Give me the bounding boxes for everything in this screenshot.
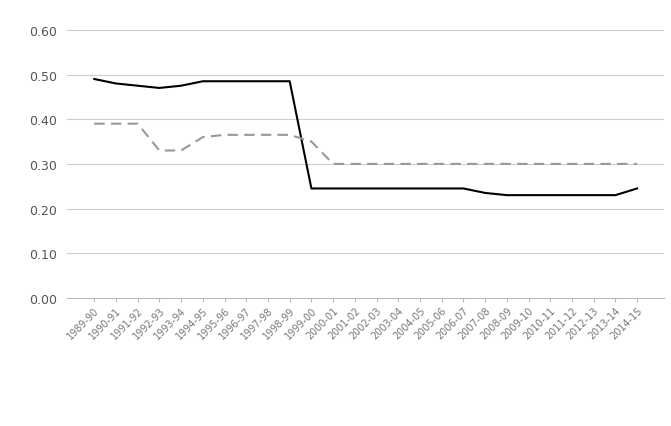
personal tax rate — [221, 80, 229, 85]
company tax rate — [590, 162, 598, 167]
personal tax rate — [611, 193, 619, 198]
personal tax rate — [199, 80, 207, 85]
personal tax rate — [568, 193, 576, 198]
company tax rate — [460, 162, 468, 167]
personal tax rate — [307, 187, 315, 192]
company tax rate — [416, 162, 424, 167]
personal tax rate — [460, 187, 468, 192]
personal tax rate — [329, 187, 337, 192]
company tax rate — [503, 162, 511, 167]
Line: company tax rate: company tax rate — [94, 124, 637, 164]
personal tax rate — [546, 193, 554, 198]
company tax rate — [307, 140, 315, 145]
personal tax rate — [437, 187, 446, 192]
personal tax rate — [590, 193, 598, 198]
company tax rate — [242, 133, 250, 138]
company tax rate — [351, 162, 359, 167]
company tax rate — [134, 122, 142, 127]
company tax rate — [546, 162, 554, 167]
personal tax rate — [481, 191, 489, 196]
company tax rate — [286, 133, 294, 138]
company tax rate — [481, 162, 489, 167]
personal tax rate — [242, 80, 250, 85]
company tax rate — [221, 133, 229, 138]
personal tax rate — [416, 187, 424, 192]
company tax rate — [633, 162, 641, 167]
personal tax rate — [177, 84, 185, 89]
personal tax rate — [395, 187, 403, 192]
personal tax rate — [372, 187, 380, 192]
personal tax rate — [286, 80, 294, 85]
company tax rate — [568, 162, 576, 167]
company tax rate — [611, 162, 619, 167]
personal tax rate — [112, 82, 120, 87]
company tax rate — [525, 162, 533, 167]
personal tax rate — [351, 187, 359, 192]
personal tax rate — [633, 187, 641, 192]
company tax rate — [90, 122, 98, 127]
company tax rate — [372, 162, 380, 167]
company tax rate — [264, 133, 272, 138]
company tax rate — [329, 162, 337, 167]
company tax rate — [112, 122, 120, 127]
company tax rate — [395, 162, 403, 167]
company tax rate — [177, 149, 185, 154]
personal tax rate — [525, 193, 533, 198]
Line: personal tax rate: personal tax rate — [94, 80, 637, 196]
company tax rate — [199, 135, 207, 140]
company tax rate — [437, 162, 446, 167]
company tax rate — [156, 149, 164, 154]
personal tax rate — [503, 193, 511, 198]
personal tax rate — [156, 86, 164, 91]
personal tax rate — [264, 80, 272, 85]
personal tax rate — [90, 77, 98, 82]
personal tax rate — [134, 84, 142, 89]
